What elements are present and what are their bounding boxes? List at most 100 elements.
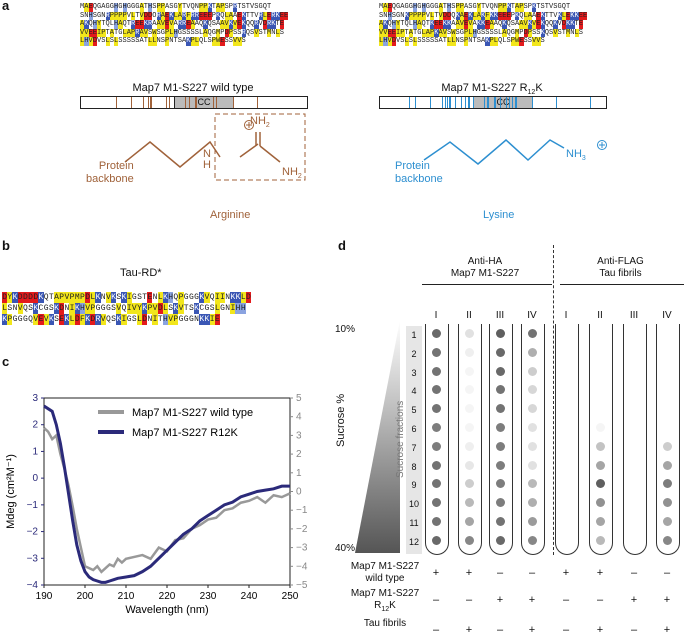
residue: K <box>64 314 70 325</box>
residue: R <box>254 20 259 29</box>
residue: S <box>126 37 131 46</box>
residue: P <box>413 11 418 21</box>
lysine-mark <box>444 97 446 108</box>
residue: S <box>527 37 532 46</box>
fraction-number: 7 <box>411 442 417 453</box>
residue: Y <box>7 292 13 303</box>
fraction-number: 12 <box>408 536 419 547</box>
residue: E <box>88 28 93 38</box>
arginine-mark <box>130 97 132 108</box>
residue: L <box>498 28 503 37</box>
residue: V <box>143 28 148 38</box>
residue: S <box>168 304 173 313</box>
residue: R <box>271 11 276 21</box>
residue: A <box>464 3 469 11</box>
residue: D <box>391 37 396 46</box>
sucrose-pct-label: Sucrose % <box>335 393 347 447</box>
residue: G <box>17 315 23 324</box>
residue: K <box>207 3 212 12</box>
residue: H <box>472 28 477 38</box>
residue: D <box>85 292 91 303</box>
blot-dot <box>431 385 441 395</box>
residue: K <box>193 303 200 314</box>
residue: V <box>387 37 392 46</box>
residue: K <box>434 28 439 38</box>
residue: S <box>28 304 33 313</box>
residue: D <box>148 11 153 21</box>
residue: A <box>139 3 144 12</box>
residue: Q <box>549 20 554 29</box>
residue: K <box>33 303 39 314</box>
residue: E <box>220 37 225 46</box>
residue: G <box>194 293 199 302</box>
condition-mark: – <box>528 567 536 579</box>
residue: A <box>383 3 388 12</box>
residue: T <box>101 20 106 29</box>
residue: A <box>220 20 225 29</box>
centrifuge-tube <box>425 324 449 555</box>
blot-dot <box>495 535 505 545</box>
fraction-number: 2 <box>411 348 417 359</box>
centrifuge-tube <box>521 324 545 555</box>
residue: A <box>160 11 165 21</box>
residue: N <box>101 11 106 20</box>
wt-domain-bar: CC <box>80 96 308 109</box>
condition-mark: + <box>465 567 473 579</box>
lane-label: III <box>629 310 639 321</box>
lysine-mark <box>509 97 511 108</box>
arginine-mark <box>150 97 152 108</box>
residue: E <box>464 20 469 29</box>
x-tick-label: 190 <box>36 591 53 602</box>
residue: G <box>43 304 49 313</box>
blot-dot <box>431 329 441 338</box>
residue: D <box>90 314 96 325</box>
condition-mark: + <box>596 624 604 636</box>
residue: T <box>237 3 242 11</box>
blot-dot <box>495 423 505 432</box>
residue: S <box>506 37 511 46</box>
nh2-right-label: NH2 <box>282 166 302 181</box>
residue: L <box>523 11 528 21</box>
tau-rd-sequence: DYKDDDDKQTAPVPMPDLKNVKSKIGSTENLKHQPGGGKV… <box>2 292 251 325</box>
residue: L <box>472 11 477 21</box>
y-right-tick-label: 2 <box>296 449 302 460</box>
residue: D <box>561 20 566 29</box>
lysine-mark <box>409 97 411 108</box>
anti-ha-rule <box>422 284 552 285</box>
residue: N <box>455 37 460 46</box>
lysine-mark <box>515 97 517 108</box>
residue: G <box>459 28 464 37</box>
condition-row-label: Tau fibrils <box>363 618 407 629</box>
residue: G <box>408 3 413 11</box>
residue: L <box>173 11 178 21</box>
residue: T <box>183 304 189 313</box>
residue: A <box>152 20 157 29</box>
residue: A <box>203 28 208 38</box>
residue: A <box>109 28 114 38</box>
residue: D <box>59 303 65 314</box>
sucrose-bottom-label: 40% <box>335 543 356 554</box>
blot-dot <box>431 404 441 414</box>
residue: M <box>267 28 272 38</box>
wt-construct-title: Map7 M1-S227 wild type <box>132 82 254 94</box>
residue: V <box>224 20 229 29</box>
residue: T <box>425 20 430 29</box>
plus-charge-icon <box>244 120 254 130</box>
residue: P <box>464 28 469 38</box>
legend-label: Map7 M1-S227 R12K <box>132 427 238 439</box>
residue: C <box>38 304 44 313</box>
residue: P <box>211 11 216 20</box>
residue: Q <box>122 20 127 29</box>
residue: A <box>515 20 520 29</box>
blot-dot <box>595 460 605 470</box>
x-tick-label: 240 <box>241 591 258 602</box>
blot-dot <box>527 366 537 376</box>
residue: T <box>135 11 140 20</box>
blot-dot <box>495 479 505 489</box>
residue: A <box>84 3 89 12</box>
blot-dot <box>464 460 474 470</box>
residue: H <box>88 11 93 21</box>
condition-mark: – <box>432 594 440 606</box>
residue: L <box>275 28 280 38</box>
residue: L <box>169 28 174 38</box>
